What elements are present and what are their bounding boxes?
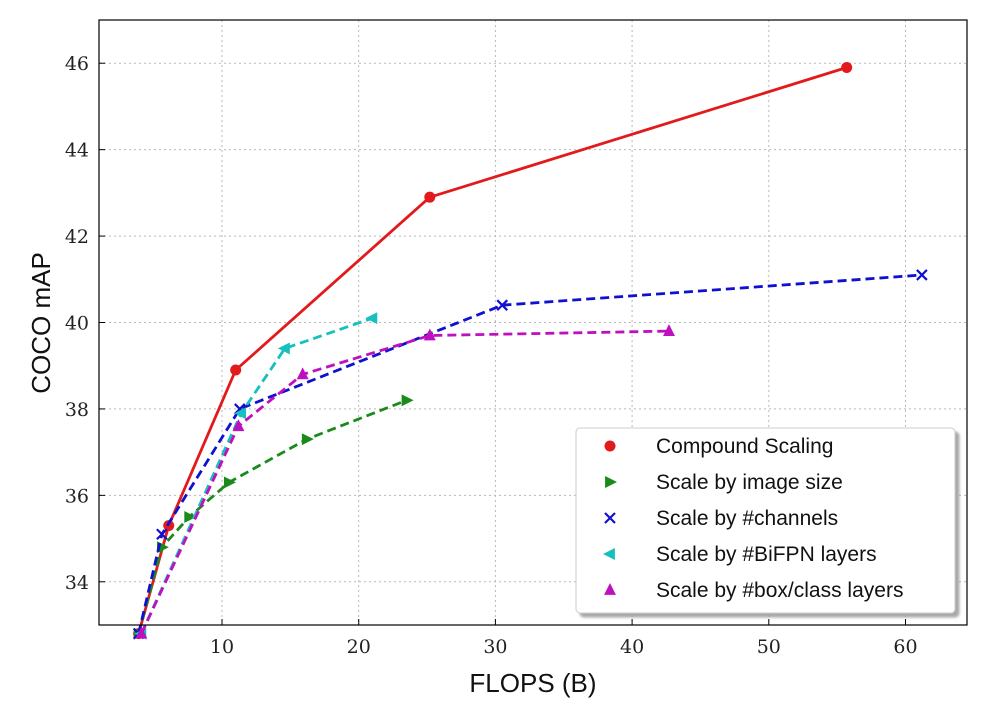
legend-label: Scale by #channels [656,507,838,530]
data-point [496,299,509,311]
y-tick-label: 40 [65,313,89,335]
legend-entry: Scale by #BiFPN layers [603,543,877,566]
legend-entry: Scale by image size [605,471,843,494]
series-line [137,398,408,634]
axis-ticks: 10 20 30 40 50 60 34 36 38 40 42 44 46 [65,53,918,658]
legend-label: Scale by #box/class layers [656,579,903,602]
x-tick-label: 60 [893,636,917,658]
data-point [916,269,928,281]
legend-marker [604,512,616,524]
y-tick-label: 36 [65,485,89,507]
x-tick-label: 40 [620,636,644,658]
x-tick-label: 10 [210,636,234,658]
series-4 [135,324,675,639]
legend-marker [603,548,615,560]
legend-entry: Compound Scaling [604,435,833,458]
data-point [230,364,242,376]
x-tick-label: 30 [483,636,507,658]
data-point [184,511,197,523]
data-point [234,407,247,420]
data-point [423,328,436,341]
y-tick-label: 46 [65,53,89,75]
legend-marker [604,583,616,595]
y-axis-title: COCO mAP [26,252,56,394]
legend-marker [605,476,617,488]
data-point [301,433,314,446]
data-point [424,191,436,203]
x-axis-title: FLOPS (B) [469,668,596,698]
series-line [140,316,373,635]
data-point [135,626,148,639]
data-point [365,312,378,325]
x-tick-label: 20 [347,636,371,658]
y-tick-label: 42 [65,226,89,248]
series-line [137,273,923,634]
y-tick-label: 34 [65,572,89,594]
legend-entry: Scale by #box/class layers [604,579,903,602]
data-point [841,62,853,74]
legend-label: Scale by image size [656,471,843,494]
legend-label: Scale by #BiFPN layers [656,543,877,566]
data-point [663,324,675,337]
legend: Compound Scaling Scale by image size Scale… [575,427,956,614]
legend-entry: Scale by #channels [604,507,838,530]
legend-marker [604,440,616,452]
data-point [296,367,309,380]
data-point [277,342,290,355]
data-point [156,528,168,541]
legend-box [575,427,956,614]
plot-series [132,62,928,640]
y-tick-label: 44 [65,140,89,162]
grid [99,20,967,625]
data-point [401,394,414,407]
legend-label: Compound Scaling [656,435,833,458]
x-tick-label: 50 [757,636,781,658]
y-tick-label: 38 [65,399,89,421]
data-point [223,476,236,489]
data-point [232,419,245,432]
series-1 [133,394,414,640]
